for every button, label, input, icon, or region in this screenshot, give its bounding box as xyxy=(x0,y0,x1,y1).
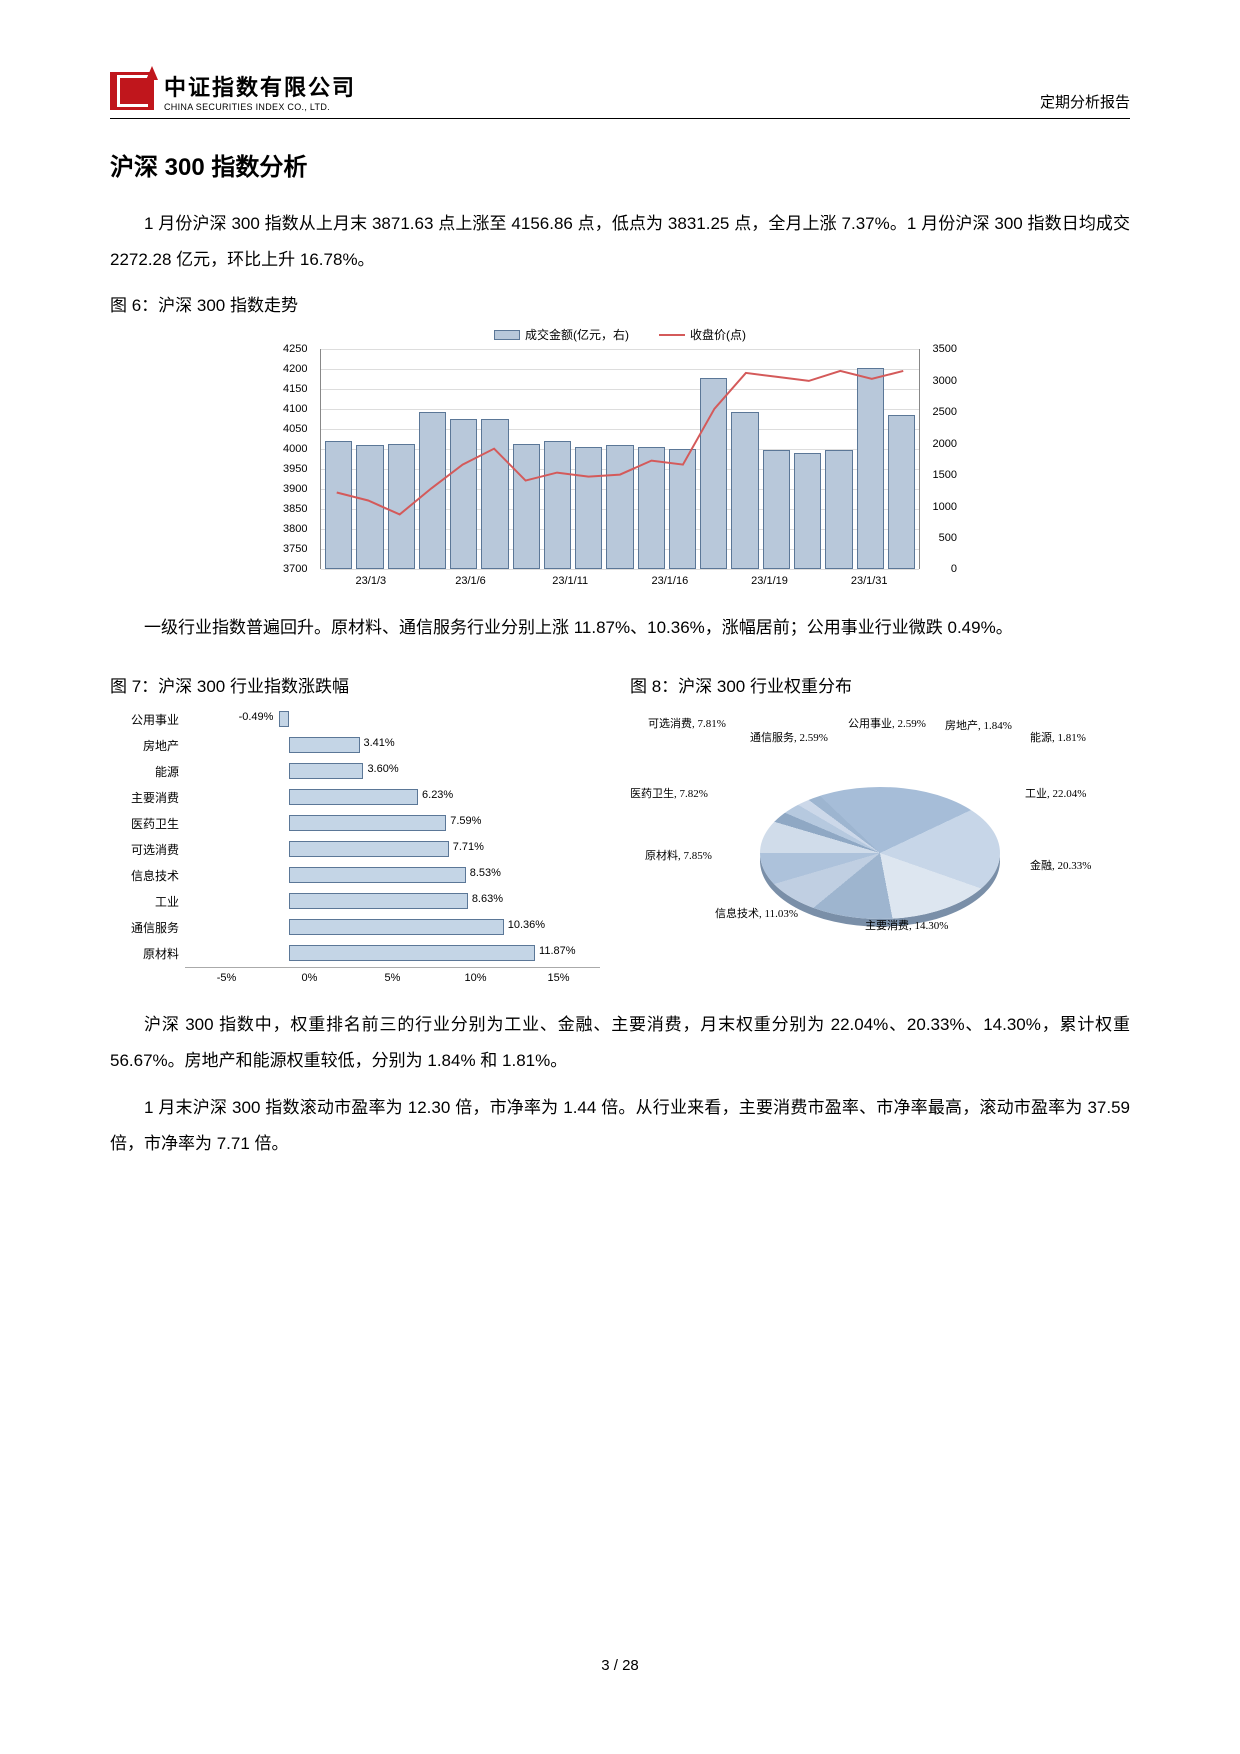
company-logo: 中证指数有限公司 CHINA SECURITIES INDEX CO., LTD… xyxy=(110,70,356,112)
company-name-en: CHINA SECURITIES INDEX CO., LTD. xyxy=(164,102,356,112)
line-swatch-icon xyxy=(659,334,685,336)
fig7-caption: 图 7：沪深 300 行业指数涨跌幅 xyxy=(110,672,600,697)
fig8-caption: 图 8：沪深 300 行业权重分布 xyxy=(630,672,1130,697)
fig6-legend: 成交金额(亿元，右) 收盘价(点) xyxy=(320,326,920,343)
paragraph-1: 1 月份沪深 300 指数从上月末 3871.63 点上涨至 4156.86 点… xyxy=(110,206,1130,277)
bar-swatch-icon xyxy=(494,330,520,340)
fig6-chart: 成交金额(亿元，右) 收盘价(点) 23/1/323/1/623/1/1123/… xyxy=(320,326,920,586)
company-name-cn: 中证指数有限公司 xyxy=(164,70,356,102)
page-title: 沪深 300 指数分析 xyxy=(110,147,1130,182)
fig6-caption: 图 6：沪深 300 指数走势 xyxy=(110,291,1130,316)
page-header: 中证指数有限公司 CHINA SECURITIES INDEX CO., LTD… xyxy=(110,70,1130,119)
fig8-chart: 可选消费, 7.81%通信服务, 2.59%公用事业, 2.59%房地产, 1.… xyxy=(630,707,1130,987)
report-type: 定期分析报告 xyxy=(1040,91,1130,112)
paragraph-4: 1 月末沪深 300 指数滚动市盈率为 12.30 倍，市净率为 1.44 倍。… xyxy=(110,1090,1130,1161)
page-footer: 3 / 28 xyxy=(0,1657,1240,1674)
paragraph-2: 一级行业指数普遍回升。原材料、通信服务行业分别上涨 11.87%、10.36%，… xyxy=(110,610,1130,646)
logo-mark-icon xyxy=(110,72,154,110)
fig7-chart: 公用事业-0.49%房地产3.41%能源3.60%主要消费6.23%医药卫生7.… xyxy=(110,707,600,987)
paragraph-3: 沪深 300 指数中，权重排名前三的行业分别为工业、金融、主要消费，月末权重分别… xyxy=(110,1007,1130,1078)
